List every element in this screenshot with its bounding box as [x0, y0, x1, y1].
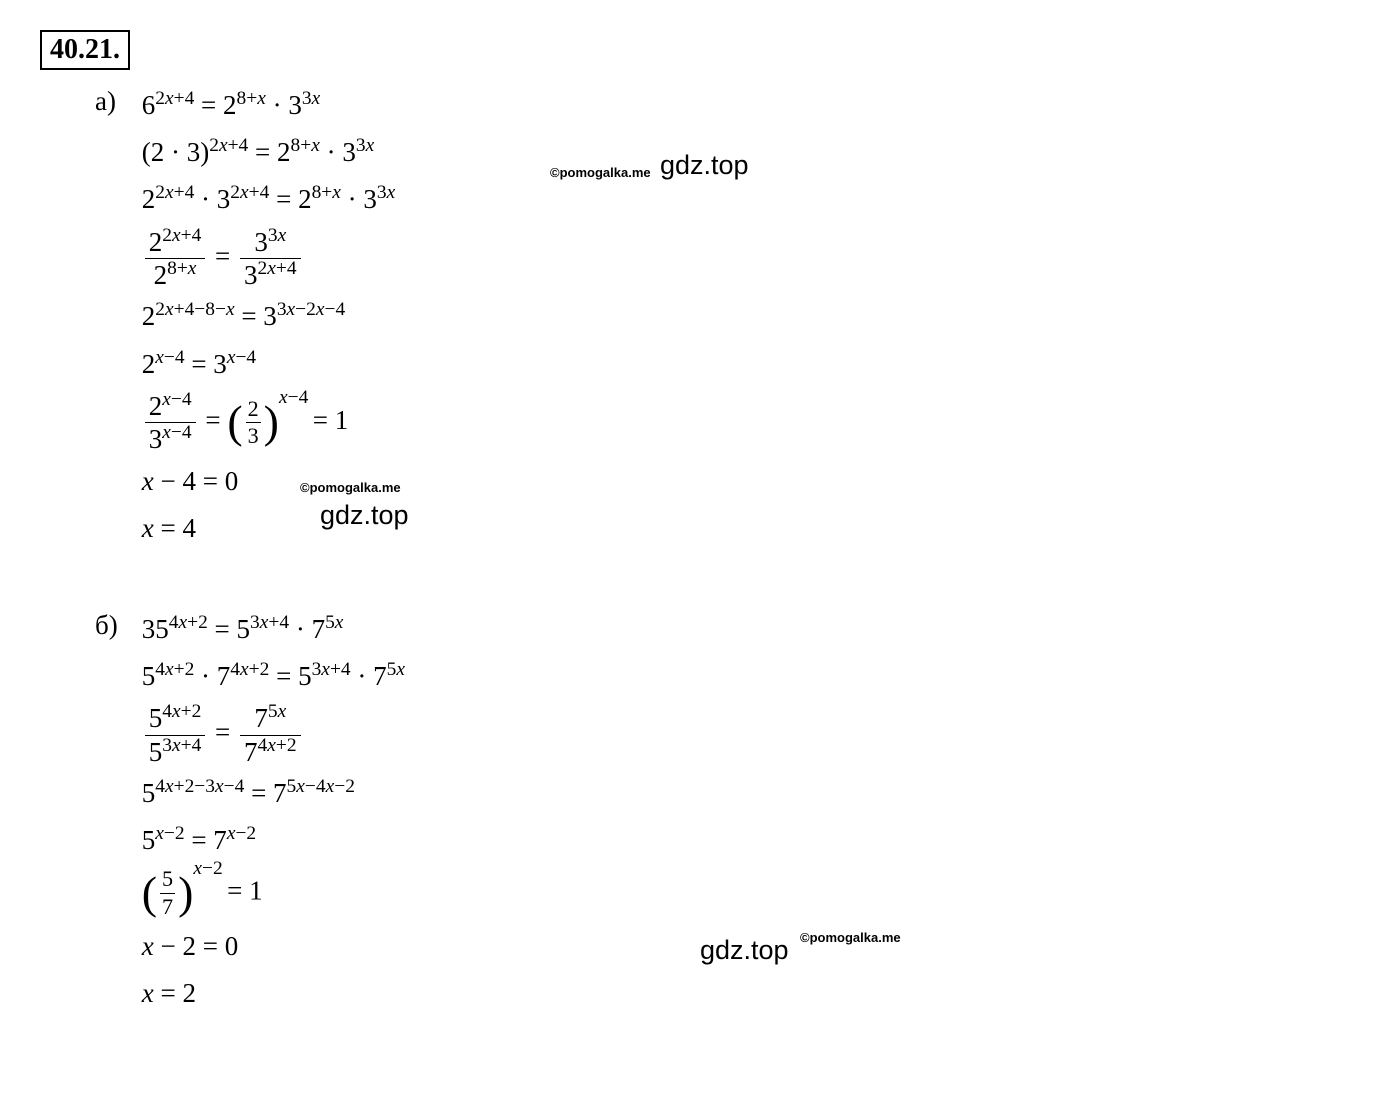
watermark-site: gdz.top [320, 500, 409, 531]
watermark-site: gdz.top [660, 150, 749, 181]
equation-step: 22x+4 · 32x+4 = 28+x · 33x [142, 178, 396, 221]
watermark-copyright: ©pomogalka.me [800, 930, 901, 945]
equation-step: 54x+2 · 74x+2 = 53x+4 · 75x [142, 655, 405, 698]
equation-step: 54x+2−3x−4 = 75x−4x−2 [142, 772, 405, 815]
equation-step: (57)x−2 = 1 [142, 866, 405, 920]
equation-step: 5x−2 = 7x−2 [142, 819, 405, 862]
equation-step: 22x+428+x = 33x32x+4 [142, 226, 396, 292]
equation-step: 54x+253x+4 = 75x74x+2 [142, 702, 405, 768]
equation-step: x = 2 [142, 972, 405, 1015]
equation-step: 354x+2 = 53x+4 · 75x [142, 608, 405, 651]
watermark-copyright: ©pomogalka.me [300, 480, 401, 495]
watermark-copyright: ©pomogalka.me [550, 165, 651, 180]
part-b-steps: 354x+2 = 53x+4 · 75x54x+2 · 74x+2 = 53x+… [142, 604, 405, 1019]
equation-step: 2x−43x−4 = (23)x−4 = 1 [142, 390, 396, 456]
problem-number: 40.21. [40, 30, 130, 70]
equation-step: (2 · 3)2x+4 = 28+x · 33x [142, 131, 396, 174]
equation-step: 22x+4−8−x = 33x−2x−4 [142, 295, 396, 338]
equation-step: x − 2 = 0 [142, 925, 405, 968]
equation-step: 62x+4 = 28+x · 33x [142, 84, 396, 127]
equation-step: 2x−4 = 3x−4 [142, 343, 396, 386]
part-b-label: б) [95, 604, 135, 647]
part-a-label: а) [95, 80, 135, 123]
watermark-site: gdz.top [700, 935, 789, 966]
